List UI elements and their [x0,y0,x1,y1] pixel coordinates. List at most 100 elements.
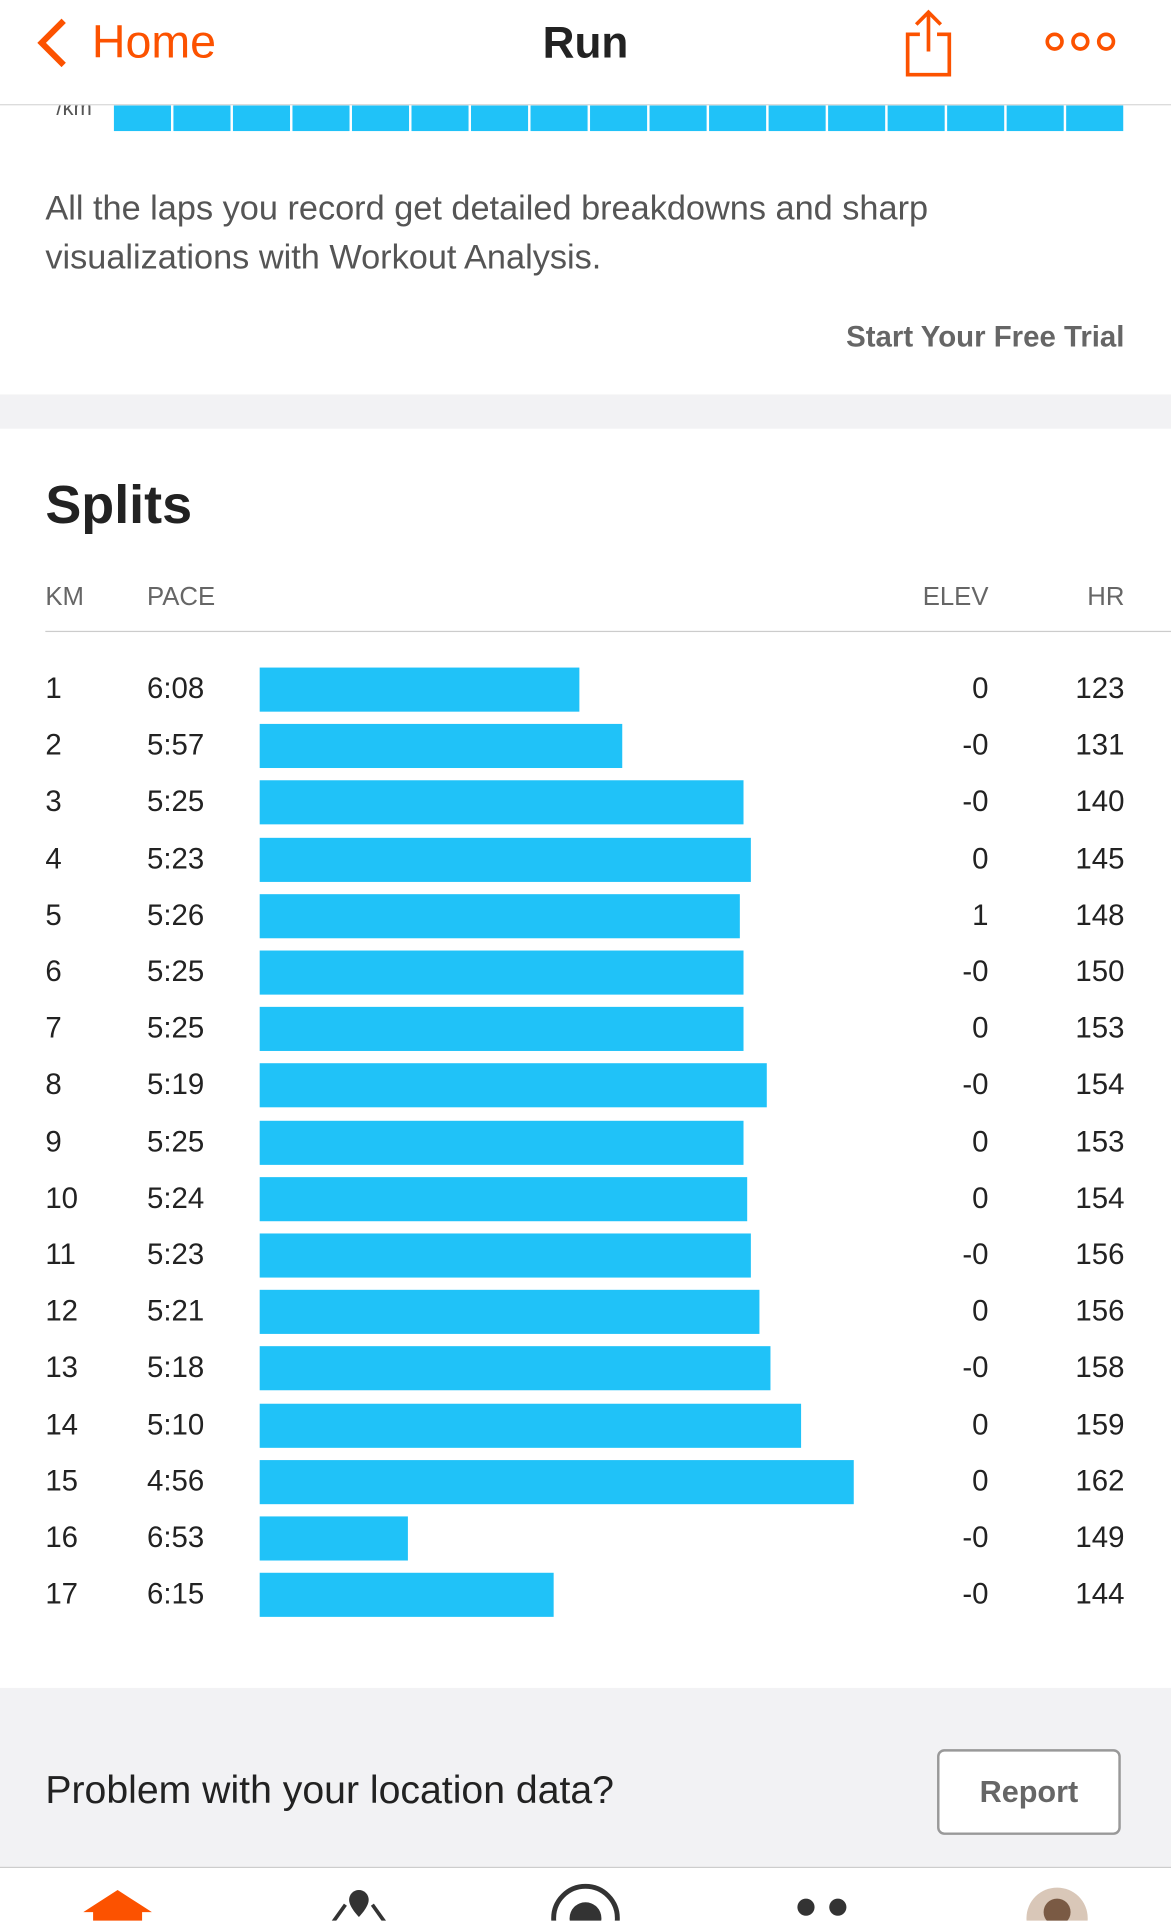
pace-cell: 5:57 [146,729,205,763]
km-cell: 7 [45,1011,62,1046]
elev-cell: 1 [972,898,989,932]
hr-cell: 154 [1075,1068,1125,1102]
hr-cell: 144 [1075,1577,1125,1611]
tab-maps[interactable] [328,1885,389,1921]
km-cell: 17 [45,1577,79,1611]
pace-bar [259,1176,748,1221]
lap-segment [828,105,886,132]
tab-profile[interactable] [1024,1885,1090,1921]
km-cell: 8 [45,1068,62,1102]
hr-cell: 149 [1075,1521,1125,1555]
share-icon[interactable] [903,7,954,78]
lap-segment [1066,105,1124,132]
column-header: HR [1087,583,1125,612]
lap-segment [887,105,945,132]
back-icon[interactable] [34,16,71,70]
lap-segment [530,105,588,132]
pace-bar [259,1403,801,1448]
km-cell: 14 [45,1408,79,1442]
elev-cell: -0 [962,1521,989,1555]
pace-bar [259,893,740,939]
pace-bar [259,1346,771,1391]
pace-bar [259,780,744,825]
back-button[interactable]: Home [91,17,217,69]
column-header: KM [45,583,84,612]
lap-segment [768,105,826,132]
tab-record[interactable] [550,1883,621,1921]
pace-bar [259,1459,855,1504]
hr-cell: 145 [1075,842,1125,876]
pace-cell: 5:23 [146,1238,205,1272]
pace-cell: 4:56 [146,1464,205,1498]
elev-cell: -0 [962,1068,989,1102]
km-cell: 11 [45,1238,76,1272]
km-cell: 6 [45,955,62,989]
hr-cell: 159 [1075,1408,1125,1442]
pace-cell: 5:23 [146,842,205,876]
pace-bar [259,1573,554,1618]
hr-cell: 148 [1075,898,1125,932]
km-cell: 5 [45,898,62,932]
lap-segment [471,105,529,132]
trial-link[interactable]: Start Your Free Trial [846,320,1125,354]
report-button[interactable]: Report [937,1749,1121,1835]
pace-bar [259,667,580,712]
km-cell: 12 [45,1294,79,1329]
km-cell: 2 [45,729,62,763]
hr-cell: 123 [1075,672,1125,706]
lap-segment [173,105,231,132]
lap-segment [649,105,707,132]
tab-home[interactable] [81,1888,154,1921]
pace-cell: 5:10 [146,1408,205,1442]
elev-cell: 0 [972,842,989,876]
nav-bar: Home Run [0,0,1171,106]
pace-cell: 5:18 [146,1351,205,1385]
pace-cell: 6:15 [146,1577,205,1611]
column-header: PACE [146,583,216,612]
lap-segment [947,105,1005,132]
column-header: ELEV [922,583,989,612]
nav-title: Run [542,17,629,68]
lap-strip [113,105,1124,132]
pace-bar [259,837,752,882]
km-cell: 3 [45,785,62,819]
more-icon[interactable] [1045,29,1116,53]
section-title: Splits [45,475,193,536]
pace-bar [259,1233,752,1278]
hr-cell: 153 [1075,1125,1125,1159]
pace-cell: 5:24 [146,1181,205,1215]
pace-cell: 6:08 [146,672,205,706]
pace-bar [259,1063,767,1108]
pace-cell: 5:25 [146,955,205,989]
lap-segment [411,105,469,132]
pace-bar [259,1007,744,1052]
pace-bar [259,1516,409,1561]
pace-cell: 5:25 [146,785,205,819]
km-cell: 15 [45,1464,79,1498]
km-cell: 1 [45,672,62,706]
elev-cell: 0 [972,1011,989,1046]
hr-cell: 150 [1075,955,1125,989]
lap-segment [590,105,648,132]
elev-cell: -0 [962,955,989,989]
pace-bar [259,1290,759,1335]
tab-bar [0,1866,1171,1921]
elev-cell: -0 [962,1238,989,1272]
lap-segment [232,105,291,132]
tab-groups[interactable] [794,1897,850,1917]
hr-cell: 162 [1075,1464,1125,1498]
lap-segment [113,105,171,132]
pace-cell: 5:21 [146,1294,205,1329]
elev-cell: 0 [972,672,989,706]
pace-bar [259,1120,744,1165]
hr-cell: 153 [1075,1011,1125,1046]
header-rule [45,630,1171,633]
pace-cell: 5:26 [146,898,205,932]
elev-cell: 0 [972,1464,989,1498]
pace-cell: 5:25 [146,1011,205,1046]
elev-cell: -0 [962,1577,989,1611]
hr-cell: 140 [1075,785,1125,819]
km-cell: 13 [45,1351,79,1385]
lap-segment [709,105,767,132]
